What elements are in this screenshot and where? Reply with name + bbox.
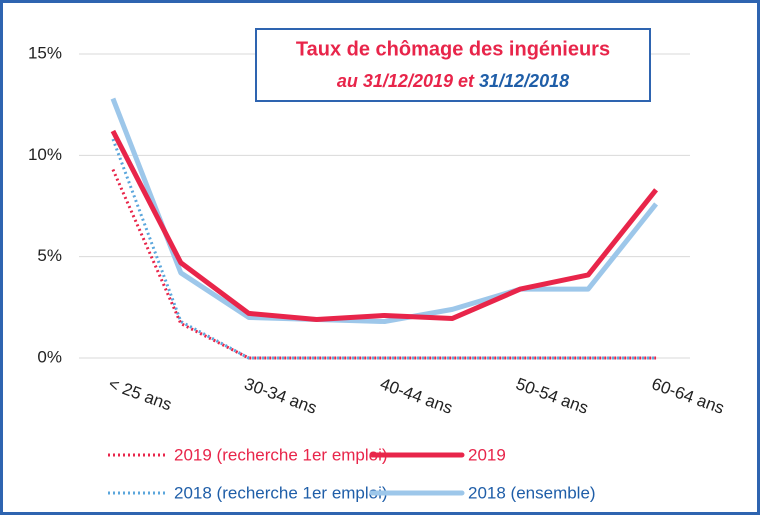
series-line	[111, 168, 657, 360]
series-line	[110, 97, 659, 325]
series-line	[111, 138, 657, 360]
subtitle-part: 31/12/2018	[479, 71, 569, 91]
title-box	[255, 28, 651, 102]
y-tick-label: 5%	[37, 246, 62, 265]
legend-label: 2019 (recherche 1er emploi)	[174, 445, 388, 464]
series-line	[110, 129, 659, 322]
legend-label: 2018 (ensemble)	[468, 483, 596, 502]
legend-label: 2019	[468, 445, 506, 464]
legend-label: 2018 (recherche 1er emploi)	[174, 483, 388, 502]
subtitle-part: au 31/12/2019 et	[337, 71, 475, 91]
chart-title: Taux de chômage des ingénieurs	[296, 38, 610, 60]
chart-subtitle: au 31/12/2019 et 31/12/2018	[337, 71, 569, 91]
y-tick-label: 15%	[28, 43, 62, 62]
y-tick-label: 10%	[28, 145, 62, 164]
y-tick-label: 0%	[37, 347, 62, 366]
